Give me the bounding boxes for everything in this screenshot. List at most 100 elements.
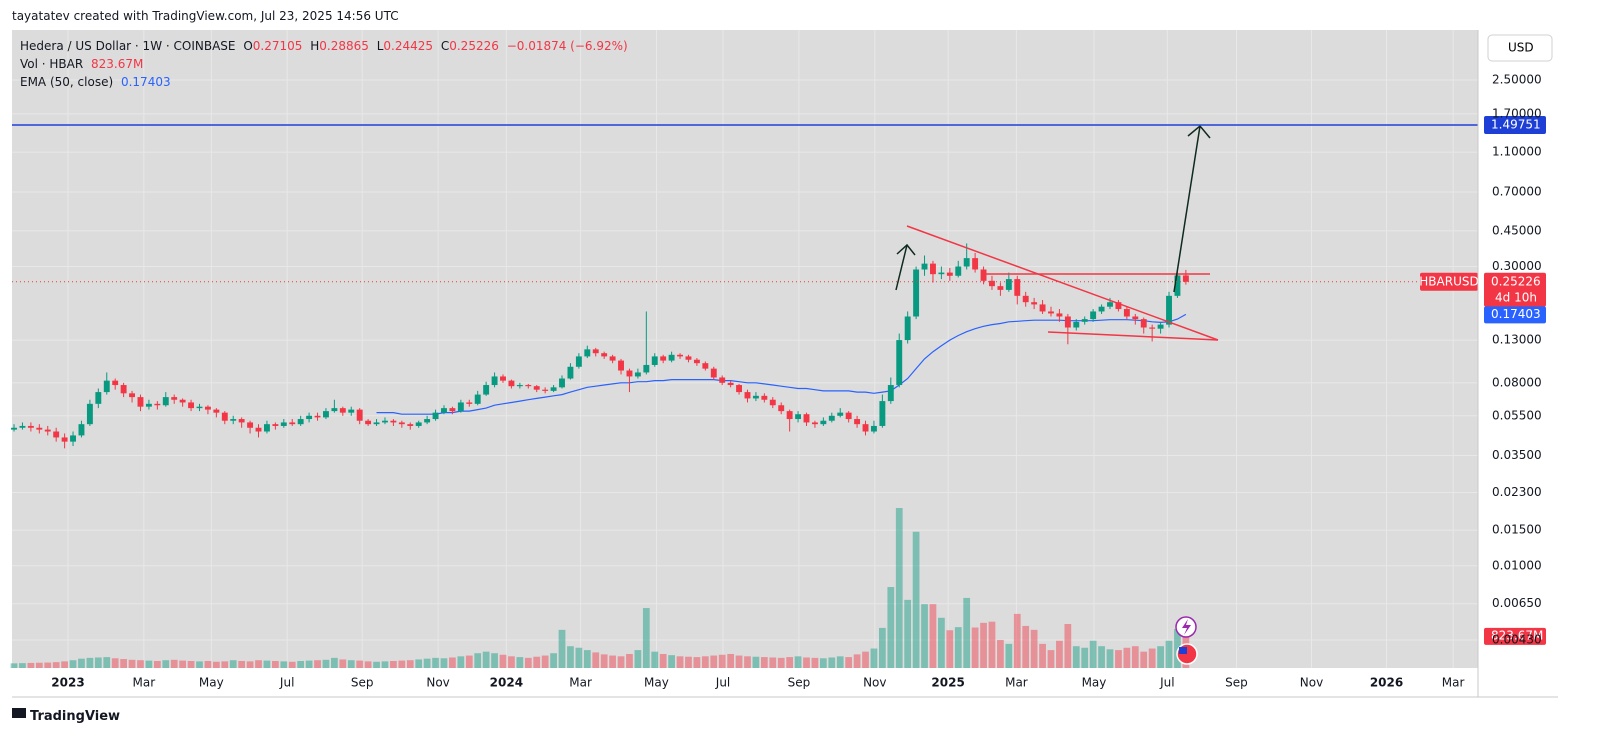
volume-bar [1005, 643, 1013, 668]
volume-bar [1072, 646, 1080, 668]
volume-bar [946, 630, 954, 668]
x-tick-label: Sep [351, 676, 374, 690]
x-tick-label: Jul [715, 676, 730, 690]
symbol: Hedera / US Dollar · 1W · COINBASE [20, 39, 236, 53]
candle-body [449, 408, 456, 412]
y-tick-label: 2.50000 [1492, 72, 1542, 86]
volume-bar [870, 648, 878, 668]
candle-body [618, 360, 624, 371]
x-tick-label: May [1082, 676, 1107, 690]
candle-body [348, 409, 355, 413]
candle-body [230, 419, 237, 421]
volume-bar [373, 661, 380, 668]
volume-bar [980, 622, 987, 668]
candle-body [213, 409, 220, 413]
candle-body [1166, 295, 1172, 325]
candle-body [508, 380, 515, 387]
candle-body [626, 370, 633, 377]
candle-body [500, 376, 506, 381]
candle-body [280, 422, 287, 426]
candle-body [769, 399, 776, 406]
volume-bar [1081, 647, 1089, 668]
volume-bar [895, 508, 903, 668]
volume-bar [103, 657, 111, 668]
volume-bar [263, 660, 271, 668]
candle-body [567, 366, 574, 379]
candle-body [938, 272, 945, 275]
ohlc-letter: L [376, 39, 384, 53]
volume-bar [744, 656, 751, 668]
candle-body [188, 402, 195, 409]
logo-icon [12, 708, 26, 718]
volume-bar [1174, 629, 1181, 668]
candle-body [78, 424, 85, 436]
candle-body [289, 422, 296, 425]
candle-body [145, 403, 152, 407]
candle-body [980, 269, 987, 281]
volume-bar [187, 660, 195, 668]
ohlc-letter: C [440, 39, 450, 53]
candle-body [677, 354, 683, 357]
candle-body [306, 415, 313, 420]
volume-bar [339, 659, 347, 668]
price-label-box [1484, 272, 1546, 307]
price-label-box [1484, 306, 1546, 324]
volume-bar [162, 660, 170, 668]
candle-body [592, 349, 599, 354]
candle-body [727, 382, 734, 386]
candles [11, 243, 1189, 449]
volume-bar [971, 627, 979, 668]
volume-bar [954, 627, 962, 668]
volume-bar [769, 657, 777, 668]
candle-body [803, 414, 810, 423]
currency-button[interactable] [1487, 34, 1553, 62]
volume-bar [390, 660, 397, 668]
candle-body [415, 422, 422, 426]
volume-bar [297, 660, 305, 668]
candle-body [778, 405, 785, 412]
candle-body [474, 394, 481, 404]
volume-bar [988, 621, 996, 668]
candle-body [255, 427, 262, 432]
volume-bar [819, 658, 827, 668]
volume-bar [86, 657, 94, 668]
arrow-head [1187, 124, 1211, 139]
candle-body [786, 411, 793, 420]
volume-bar [398, 660, 406, 668]
volume-bar [1131, 646, 1139, 668]
candle-body [744, 392, 751, 399]
x-tick-label: Jul [279, 676, 294, 690]
x-tick-label: May [199, 676, 224, 690]
volume-bar [828, 657, 836, 668]
volume-bar [406, 660, 414, 668]
x-tick-label: Sep [1225, 676, 1248, 690]
volume-bar [879, 627, 886, 668]
volume-bar [1148, 648, 1156, 668]
candle-body [1031, 302, 1038, 305]
volume-name: Vol · HBAR [20, 57, 84, 71]
candle-body [171, 397, 178, 400]
volume-value: 823.67M [91, 57, 144, 71]
candle-body [955, 266, 962, 276]
volume-bar [836, 656, 844, 668]
x-tick-label: 2023 [51, 676, 84, 690]
volume-bar [1098, 646, 1105, 668]
volume-bar [272, 660, 279, 668]
y-tick-label: 0.70000 [1492, 184, 1542, 198]
volume-bar [457, 656, 465, 668]
candle-body [837, 412, 844, 416]
candle-body [702, 363, 709, 369]
volume-bar [381, 661, 389, 668]
candle-body [137, 397, 144, 407]
candle-body [238, 419, 245, 423]
volume-bar [356, 660, 364, 668]
volume-label-box [1484, 627, 1546, 645]
candle-body [811, 422, 818, 425]
candle-body [457, 402, 464, 412]
x-tick-label: May [644, 676, 669, 690]
volume-bar [727, 653, 734, 668]
candle-body [129, 393, 136, 398]
volume-bar [238, 660, 246, 668]
volume-bar [19, 663, 26, 668]
price-axis-background [1478, 30, 1558, 697]
